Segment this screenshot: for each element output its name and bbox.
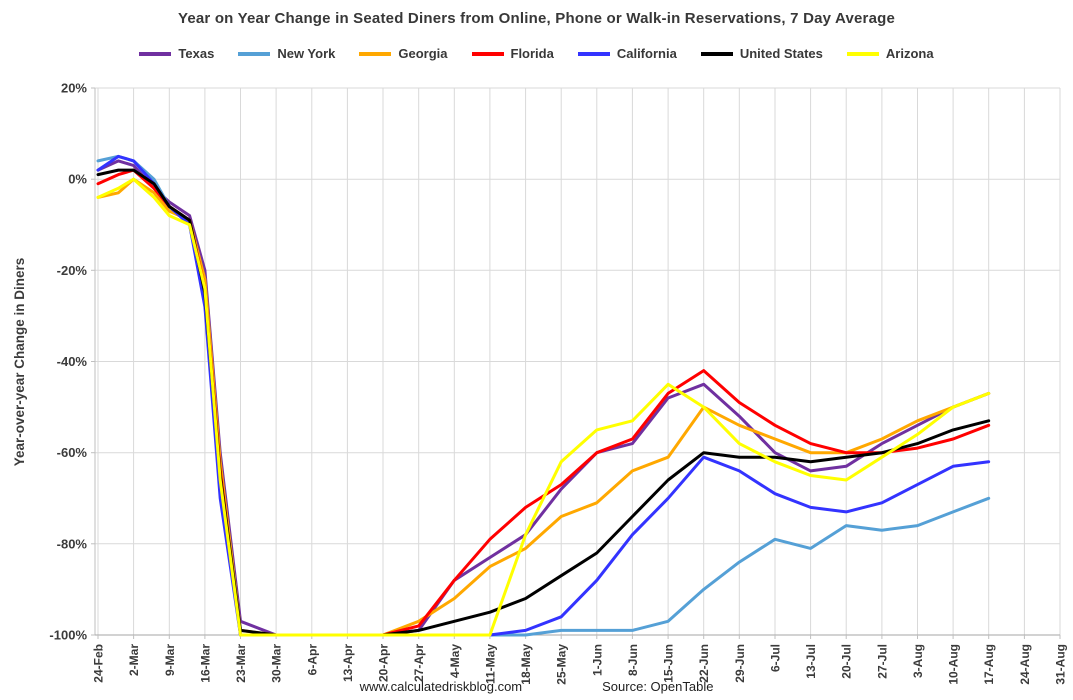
x-tick-label: 11-May xyxy=(483,644,497,684)
y-axis-title: Year-over-year Change in Diners xyxy=(12,258,27,467)
legend-item-texas: Texas xyxy=(139,46,214,61)
legend-item-arizona: Arizona xyxy=(846,46,934,61)
chart-title: Year on Year Change in Seated Diners fro… xyxy=(177,10,896,27)
x-tick-label: 6-Jul xyxy=(769,644,783,672)
legend-label-new-york: New York xyxy=(277,46,336,61)
chart-footer: www.calculatedriskblog.com Source: OpenT… xyxy=(0,679,1073,694)
x-tick-label: 27-Apr xyxy=(412,644,426,682)
x-tick-label: 30-Mar xyxy=(270,644,284,683)
legend-swatch-arizona xyxy=(846,51,879,56)
y-tick-label: -80% xyxy=(57,536,88,551)
y-tick-label: -100% xyxy=(49,628,87,643)
x-tick-label: 23-Mar xyxy=(234,644,248,683)
footer-site-url: www.calculatedriskblog.com xyxy=(359,679,523,694)
x-tick-label: 13-Apr xyxy=(341,644,355,682)
legend-item-united-states: United States xyxy=(700,46,823,61)
y-tick-label: -40% xyxy=(57,354,88,369)
x-tick-label: 29-Jun xyxy=(733,644,747,683)
legend-item-california: California xyxy=(577,46,677,61)
x-tick-label: 27-Jul xyxy=(875,644,889,679)
legend-label-georgia: Georgia xyxy=(398,46,448,61)
legend-label-texas: Texas xyxy=(178,46,215,61)
x-tick-label: 22-Jun xyxy=(697,644,711,683)
x-tick-label: 13-Jul xyxy=(804,644,818,679)
x-tick-label: 20-Apr xyxy=(377,644,391,682)
legend-item-florida: Florida xyxy=(471,46,554,61)
legend-swatch-texas xyxy=(139,51,172,56)
series-line-arizona xyxy=(96,177,991,637)
x-tick-label: 9-Mar xyxy=(163,644,177,676)
legend-label-arizona: Arizona xyxy=(885,46,934,61)
legend-swatch-california xyxy=(577,51,610,56)
x-tick-label: 4-May xyxy=(448,644,462,678)
x-tick-label: 31-Aug xyxy=(1054,644,1068,685)
x-tick-label: 15-Jun xyxy=(662,644,676,683)
x-tick-label: 17-Aug xyxy=(982,644,996,685)
legend-swatch-florida xyxy=(471,51,504,56)
legend-swatch-georgia xyxy=(359,51,392,56)
y-tick-label: -20% xyxy=(57,263,88,278)
x-tick-label: 3-Aug xyxy=(911,644,925,678)
x-tick-label: 1-Jun xyxy=(590,644,604,676)
legend-label-florida: Florida xyxy=(510,46,554,61)
x-tick-label: 6-Apr xyxy=(305,644,319,676)
x-tick-label: 16-Mar xyxy=(198,644,212,683)
y-tick-label: -60% xyxy=(57,445,88,460)
legend-label-united-states: United States xyxy=(739,46,823,61)
x-tick-label: 20-Jul xyxy=(840,644,854,679)
y-tick-label: 0% xyxy=(68,172,87,187)
x-tick-label: 25-May xyxy=(555,644,569,685)
x-tick-label: 18-May xyxy=(519,644,533,685)
chart-legend: Texas New York Georgia Florida California Uni… xyxy=(0,46,1073,61)
series-line-united-states xyxy=(96,168,991,637)
legend-item-georgia: Georgia xyxy=(359,46,448,61)
y-tick-label: 20% xyxy=(61,81,87,96)
legend-label-california: California xyxy=(616,46,677,61)
x-tick-label: 10-Aug xyxy=(947,644,961,685)
series-line-texas xyxy=(96,159,991,637)
x-tick-label: 8-Jun xyxy=(626,644,640,676)
legend-swatch-united-states xyxy=(700,51,733,56)
legend-swatch-new-york xyxy=(238,51,271,56)
x-tick-label: 24-Feb xyxy=(92,644,106,683)
legend-item-new-york: New York xyxy=(238,46,335,61)
x-tick-label: 24-Aug xyxy=(1018,644,1032,685)
footer-source: Source: OpenTable xyxy=(602,679,714,694)
x-tick-label: 2-Mar xyxy=(127,644,141,676)
